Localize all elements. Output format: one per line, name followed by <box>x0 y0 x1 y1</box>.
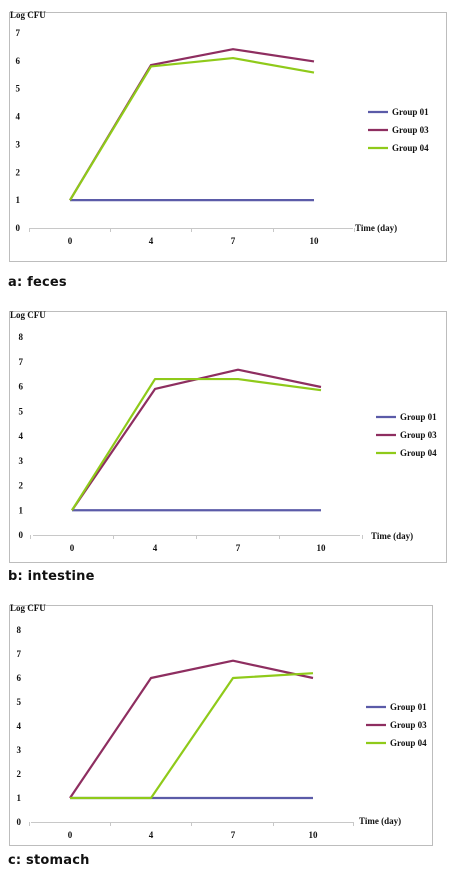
y-tick-label: 0 <box>17 817 22 827</box>
y-tick-label: 6 <box>17 673 22 683</box>
y-tick-label: 3 <box>17 745 22 755</box>
x-axis-label: Time (day) <box>355 223 397 233</box>
series-line-group-03 <box>69 659 314 799</box>
y-tick-label: 4 <box>16 112 21 122</box>
legend-label: Group 03 <box>400 430 437 440</box>
legend-label: Group 03 <box>392 125 429 135</box>
x-tick-label: 10 <box>310 236 320 246</box>
series-line-group-03 <box>71 368 322 511</box>
y-axis-label: Log CFU <box>10 603 46 613</box>
y-tick-label: 4 <box>17 721 22 731</box>
y-axis-label: Log CFU <box>10 310 46 320</box>
y-tick-label: 4 <box>19 431 24 441</box>
x-axis-label: Time (day) <box>359 816 401 826</box>
x-tick-label: 0 <box>70 543 75 553</box>
chart-caption: c: stomach <box>8 853 90 868</box>
legend-label: Group 04 <box>392 143 429 153</box>
x-tick-label: 10 <box>317 543 327 553</box>
chart-panel-intestine: Log CFU 0 1 2 3 4 5 6 7 8 0 4 7 10 Time (day) Group 01 G… <box>0 300 464 595</box>
y-tick-label: 7 <box>19 357 24 367</box>
x-axis-label: Time (day) <box>371 531 413 541</box>
y-tick-label: 6 <box>19 382 24 392</box>
chart-caption: b: intestine <box>8 569 95 584</box>
legend-label: Group 04 <box>390 738 427 748</box>
chart-feces: Log CFU 0 1 2 3 4 5 6 7 0 4 7 10 Time (day) Group 01 Gr… <box>9 10 447 262</box>
chart-frame <box>9 311 447 563</box>
legend-label: Group 01 <box>390 702 427 712</box>
y-tick-label: 1 <box>17 793 22 803</box>
y-tick-label: 3 <box>19 456 24 466</box>
x-tick-label: 10 <box>309 830 319 840</box>
y-tick-label: 2 <box>16 167 21 177</box>
y-tick-label: 8 <box>17 625 22 635</box>
x-tick-label: 4 <box>149 236 154 246</box>
y-tick-label: 0 <box>19 530 24 540</box>
legend-label: Group 03 <box>390 720 427 730</box>
x-tick-label: 0 <box>68 830 73 840</box>
series-line-group-03 <box>69 48 315 201</box>
series-line-group-04 <box>70 672 314 800</box>
x-tick-label: 7 <box>231 830 236 840</box>
series-line-group-04 <box>71 377 322 511</box>
y-axis-label: Log CFU <box>10 10 46 20</box>
y-tick-label: 5 <box>16 84 21 94</box>
x-tick-label: 7 <box>236 543 241 553</box>
y-tick-label: 2 <box>19 481 24 491</box>
x-tick-label: 4 <box>153 543 158 553</box>
y-tick-label: 2 <box>17 769 22 779</box>
chart-panel-stomach: Log CFU 0 1 2 3 4 5 6 7 8 0 4 7 10 Time (day) Group 01 G… <box>0 595 464 878</box>
series-line-group-04 <box>69 56 315 201</box>
chart-frame <box>9 605 433 846</box>
chart-caption: a: feces <box>8 275 67 290</box>
chart-intestine: Log CFU 0 1 2 3 4 5 6 7 8 0 4 7 10 Time (day) Group 01 G… <box>9 310 447 563</box>
chart-panel-feces: Log CFU 0 1 2 3 4 5 6 7 0 4 7 10 Time (day) Group 01 Gr… <box>0 0 464 300</box>
y-tick-label: 8 <box>19 332 24 342</box>
y-tick-label: 7 <box>17 649 22 659</box>
chart-frame <box>9 12 447 262</box>
x-tick-label: 0 <box>68 236 73 246</box>
chart-stomach: Log CFU 0 1 2 3 4 5 6 7 8 0 4 7 10 Time (day) Group 01 G… <box>9 603 433 846</box>
y-tick-label: 3 <box>16 139 21 149</box>
legend-label: Group 01 <box>392 107 429 117</box>
y-tick-label: 0 <box>16 223 21 233</box>
y-tick-label: 7 <box>16 28 21 38</box>
legend-label: Group 04 <box>400 448 437 458</box>
x-tick-label: 7 <box>231 236 236 246</box>
x-tick-label: 4 <box>149 830 154 840</box>
legend-label: Group 01 <box>400 412 437 422</box>
y-tick-label: 5 <box>17 697 22 707</box>
y-tick-label: 5 <box>19 406 24 416</box>
y-tick-label: 6 <box>16 56 21 66</box>
y-tick-label: 1 <box>19 505 24 515</box>
y-tick-label: 1 <box>16 195 21 205</box>
